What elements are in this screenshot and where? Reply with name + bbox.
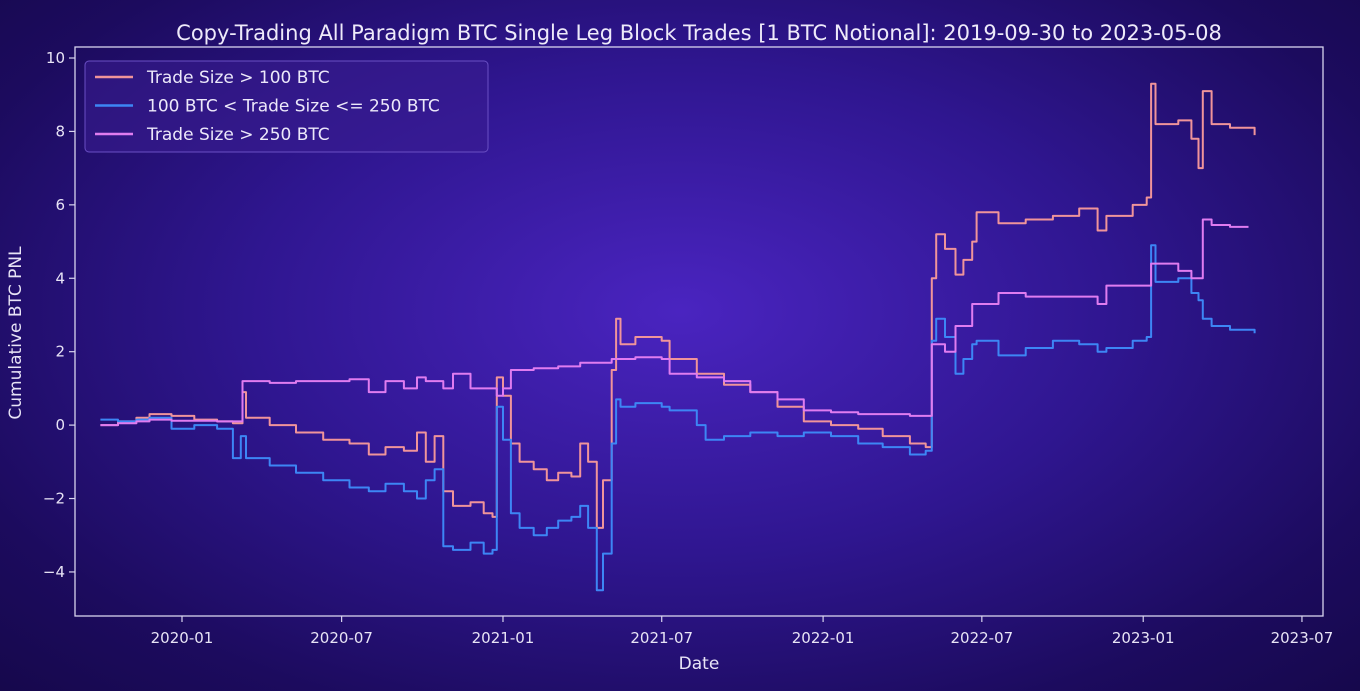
legend: Trade Size > 100 BTC 100 BTC < Trade Size…: [84, 60, 489, 153]
y-tick-label: −2: [43, 490, 65, 508]
series-line-3: [100, 218, 1249, 427]
chart-title: Copy-Trading All Paradigm BTC Single Leg…: [176, 21, 1222, 45]
legend-box: [84, 60, 489, 153]
y-tick-label: 4: [55, 269, 65, 287]
series-layer: [100, 82, 1256, 592]
y-axis: −4 −2 0 2 4 6 8 10: [43, 49, 75, 581]
x-axis-label: Date: [679, 654, 720, 674]
x-tick-label: 2023-07: [1271, 629, 1334, 647]
x-tick-label: 2020-07: [310, 629, 373, 647]
y-axis-label: Cumulative BTC PNL: [6, 246, 26, 420]
y-tick-label: 10: [46, 49, 65, 67]
x-tick-label: 2022-07: [950, 629, 1013, 647]
x-tick-label: 2022-01: [792, 629, 855, 647]
y-tick-label: 8: [55, 122, 65, 140]
series-line-1: [100, 82, 1256, 529]
y-tick-label: 0: [55, 416, 65, 434]
x-tick-label: 2020-01: [151, 629, 214, 647]
x-tick-label: 2023-01: [1112, 629, 1175, 647]
y-tick-label: −4: [43, 563, 65, 581]
legend-label: 100 BTC < Trade Size <= 250 BTC: [147, 97, 440, 117]
series-line-2: [100, 244, 1256, 592]
y-tick-label: 6: [55, 196, 65, 214]
legend-label: Trade Size > 100 BTC: [146, 68, 330, 88]
plot-frame: [74, 46, 1324, 617]
x-axis: 2020-01 2020-07 2021-01 2021-07 2022-01 2022-…: [151, 616, 1334, 647]
x-tick-label: 2021-07: [630, 629, 693, 647]
legend-label: Trade Size > 250 BTC: [146, 125, 330, 145]
y-tick-label: 2: [55, 343, 65, 361]
x-tick-label: 2021-01: [472, 629, 535, 647]
